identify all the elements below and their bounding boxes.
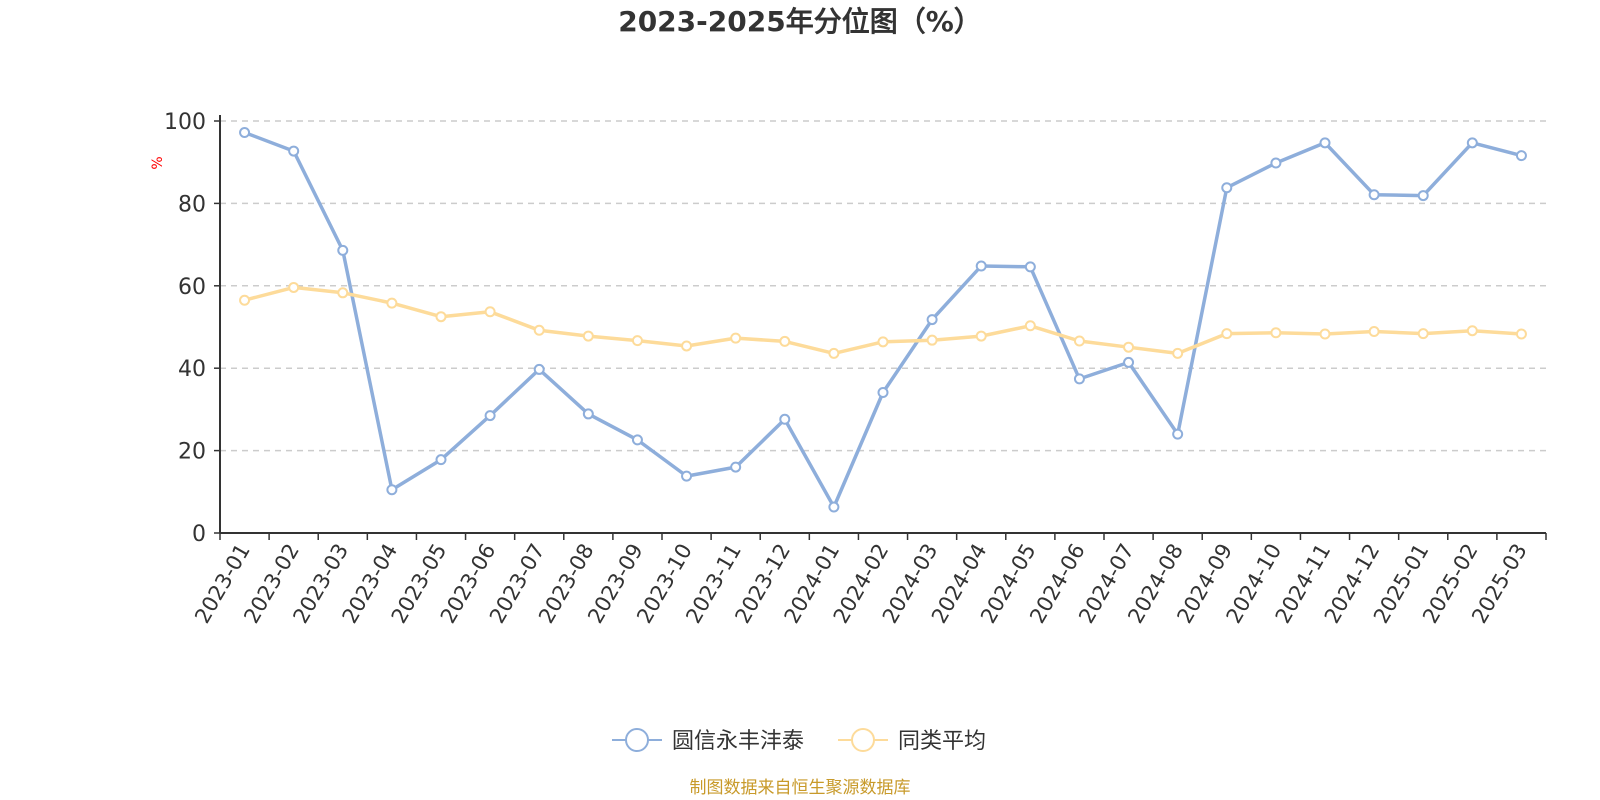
data-point [1319, 328, 1331, 340]
data-point [1466, 325, 1478, 337]
series-lines [239, 127, 1527, 513]
legend: 圆信永丰沣泰 同类平均 [612, 728, 986, 754]
data-point [1123, 341, 1135, 353]
data-point [828, 501, 840, 513]
data-point [484, 410, 496, 422]
data-point [1368, 326, 1380, 338]
data-point [681, 340, 693, 352]
data-point [484, 306, 496, 318]
data-point [975, 330, 987, 342]
data-point [975, 260, 987, 272]
data-point [1270, 327, 1282, 339]
legend-item: 圆信永丰沣泰 [612, 728, 804, 754]
y-tick-label: 100 [164, 110, 206, 135]
data-point [1221, 182, 1233, 194]
y-axis-label: % [150, 156, 166, 169]
data-point [1024, 261, 1036, 273]
data-point [926, 314, 938, 326]
legend-label: 圆信永丰沣泰 [672, 729, 804, 754]
y-tick-label: 40 [178, 357, 206, 382]
grid-lines [220, 120, 1546, 452]
data-point [1368, 189, 1380, 201]
data-point [1172, 347, 1184, 359]
data-point [631, 434, 643, 446]
y-tick-label: 20 [178, 440, 206, 465]
y-tick-label: 60 [178, 275, 206, 300]
data-point [1073, 373, 1085, 385]
data-point [681, 470, 693, 482]
data-point [1417, 328, 1429, 340]
data-point [779, 335, 791, 347]
data-point [386, 484, 398, 496]
data-point [1073, 335, 1085, 347]
legend-marker [625, 728, 649, 752]
source-note: 制图数据来自恒生聚源数据库 [689, 778, 911, 798]
legend-label: 同类平均 [898, 729, 986, 754]
data-point [1515, 150, 1527, 162]
data-point [828, 347, 840, 359]
data-point [1466, 137, 1478, 149]
data-point [288, 281, 300, 293]
data-point [926, 334, 938, 346]
data-point [1270, 157, 1282, 169]
data-point [730, 332, 742, 344]
data-point [435, 311, 447, 323]
data-point [730, 461, 742, 473]
data-point [582, 408, 594, 420]
data-point [1221, 328, 1233, 340]
data-point [877, 336, 889, 348]
data-point [239, 294, 251, 306]
data-point [582, 330, 594, 342]
data-point [1515, 328, 1527, 340]
data-point [337, 287, 349, 299]
data-point [631, 335, 643, 347]
series-2 [239, 281, 1527, 359]
series-1 [239, 127, 1527, 513]
data-point [386, 297, 398, 309]
data-point [1319, 137, 1331, 149]
data-point [533, 363, 545, 375]
chart-title: 2023-2025年分位图（%） [618, 5, 982, 38]
data-point [1172, 428, 1184, 440]
legend-item: 同类平均 [838, 728, 986, 754]
data-point [877, 387, 889, 399]
legend-marker [851, 728, 875, 752]
data-point [288, 145, 300, 157]
data-point [239, 127, 251, 139]
data-point [533, 324, 545, 336]
y-tick-label: 80 [178, 192, 206, 217]
line-chart: 020406080100%2023-012023-022023-032023-0… [150, 110, 1547, 754]
data-point [435, 454, 447, 466]
y-tick-label: 0 [192, 522, 206, 547]
data-point [1024, 320, 1036, 332]
data-point [1123, 356, 1135, 368]
data-point [1417, 190, 1429, 202]
data-point [779, 413, 791, 425]
data-point [337, 244, 349, 256]
